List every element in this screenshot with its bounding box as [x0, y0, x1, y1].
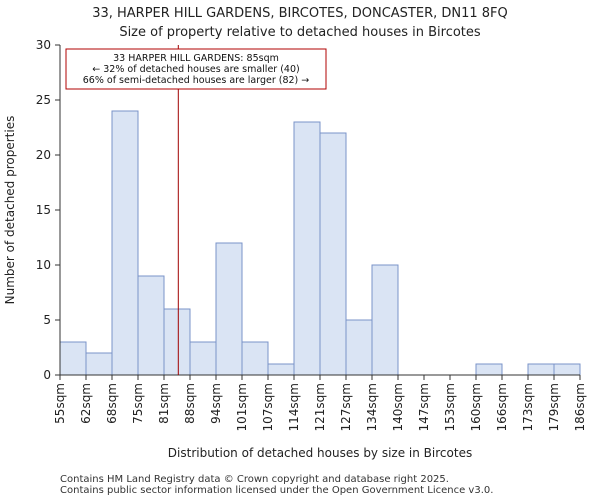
bar-179sqm: [553, 363, 581, 376]
bars-group: [59, 110, 581, 376]
y-tick-label: 20: [36, 148, 51, 162]
y-tick-label: 5: [43, 313, 51, 327]
bar-68sqm: [111, 110, 139, 376]
x-tick-label: 75sqm: [131, 383, 145, 424]
bar-62sqm: [85, 352, 113, 376]
x-tick-label: 101sqm: [235, 383, 249, 431]
bar-75sqm: [137, 275, 165, 376]
annotation-border: [65, 48, 327, 90]
bar-121sqm: [319, 132, 347, 376]
x-tick-label: 134sqm: [365, 383, 379, 431]
x-tick-label: 147sqm: [417, 383, 431, 431]
bar-81sqm: [163, 308, 191, 376]
annotation-line-1: 33 HARPER HILL GARDENS: 85sqm: [113, 53, 279, 64]
x-tick-label: 94sqm: [209, 383, 223, 424]
bar-88sqm: [189, 341, 217, 376]
bar-127sqm: [345, 319, 373, 376]
x-tick-label: 173sqm: [521, 383, 535, 431]
bar-114sqm: [293, 121, 321, 376]
y-tick-label: 25: [36, 93, 51, 107]
x-tick-label: 153sqm: [443, 383, 457, 431]
bar-107sqm: [267, 363, 295, 376]
bar-55sqm: [59, 341, 87, 376]
x-tick-label: 62sqm: [79, 383, 93, 424]
x-tick-label: 114sqm: [287, 383, 301, 431]
x-tick-label: 68sqm: [105, 383, 119, 424]
chart-subtitle: Size of property relative to detached ho…: [119, 25, 481, 40]
x-tick-label: 88sqm: [183, 383, 197, 424]
annotation-box: 33 HARPER HILL GARDENS: 85sqm ← 32% of d…: [65, 48, 327, 90]
y-axis: 0 5 10 15 20 25 30: [36, 38, 61, 382]
chart-title: 33, HARPER HILL GARDENS, BIRCOTES, DONCA…: [92, 6, 508, 21]
x-tick-label: 127sqm: [339, 383, 353, 431]
y-tick-label: 15: [36, 203, 51, 217]
bar-160sqm: [475, 363, 503, 376]
x-tick-label: 186sqm: [573, 383, 587, 431]
y-tick-label: 10: [36, 258, 51, 272]
bar-94sqm: [215, 242, 243, 376]
x-tick-label: 55sqm: [53, 383, 67, 424]
x-tick-label: 107sqm: [261, 383, 275, 431]
x-tick-label: 81sqm: [157, 383, 171, 424]
bar-101sqm: [241, 341, 269, 376]
bar-173sqm: [527, 363, 555, 376]
x-axis: 55sqm 62sqm 68sqm 75sqm 81sqm 88sqm 94sqm 101sq…: [53, 374, 587, 431]
bar-134sqm: [371, 264, 399, 376]
annotation-line-2: ← 32% of detached houses are smaller (40…: [92, 64, 299, 75]
x-axis-label: Distribution of detached houses by size …: [168, 446, 472, 460]
x-tick-label: 140sqm: [391, 383, 405, 431]
x-tick-label: 121sqm: [313, 383, 327, 431]
y-axis-label: Number of detached properties: [3, 116, 17, 305]
annotation-line-3: 66% of semi-detached houses are larger (…: [83, 75, 310, 86]
x-tick-label: 160sqm: [469, 383, 483, 431]
y-tick-label: 0: [43, 368, 51, 382]
y-tick-label: 30: [36, 38, 51, 52]
footer-line-1: Contains HM Land Registry data © Crown c…: [60, 474, 449, 485]
footer-line-2: Contains public sector information licen…: [60, 485, 494, 496]
x-tick-label: 166sqm: [495, 383, 509, 431]
x-tick-label: 179sqm: [547, 383, 561, 431]
